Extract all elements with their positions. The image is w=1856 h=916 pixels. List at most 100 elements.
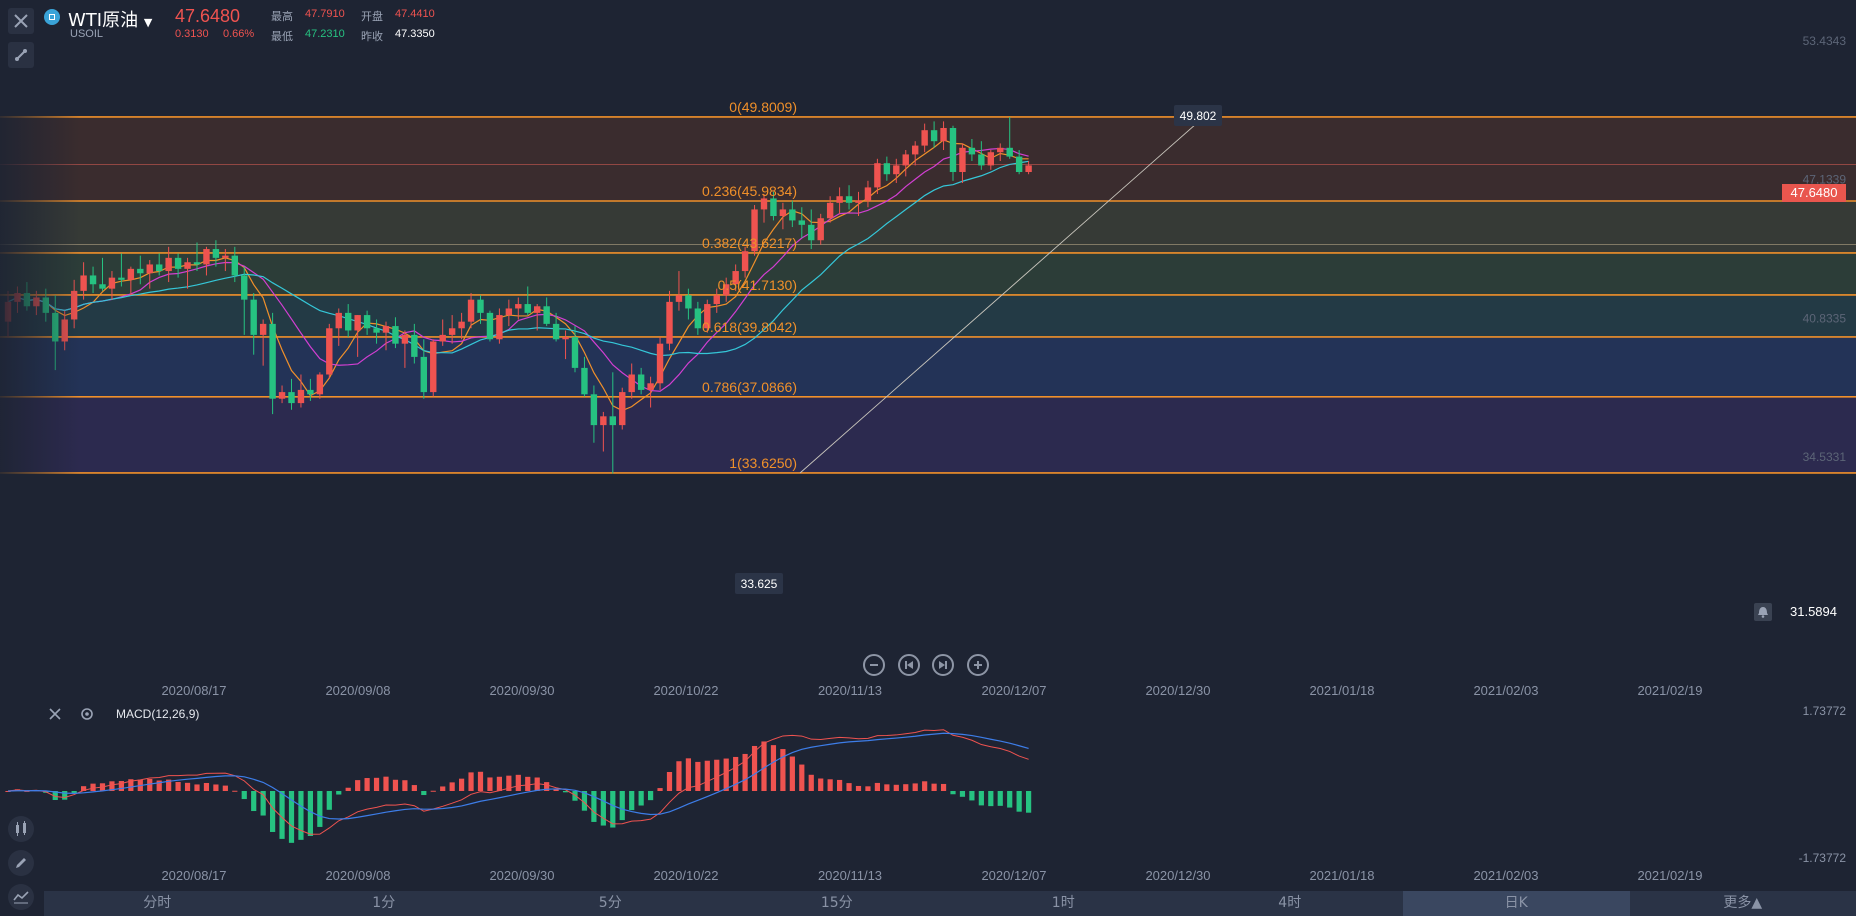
macd-histogram-bar bbox=[676, 761, 682, 791]
chart-type-button[interactable] bbox=[8, 884, 34, 910]
timeframe-tab[interactable]: 1时 bbox=[1051, 895, 1075, 911]
high-tag: 49.802 bbox=[1174, 105, 1222, 126]
candle-body bbox=[505, 308, 513, 316]
macd-histogram-bar bbox=[761, 741, 767, 791]
open-label: 开盘 bbox=[361, 10, 383, 23]
macd-histogram-bar bbox=[392, 779, 399, 791]
macd-top-tick: 1.73772 bbox=[1803, 704, 1847, 718]
candle bbox=[609, 372, 616, 474]
candle-body bbox=[430, 341, 437, 393]
candle bbox=[723, 277, 730, 302]
draw-pen-button[interactable] bbox=[8, 850, 34, 876]
macd-histogram-bar bbox=[468, 772, 474, 791]
macd-histogram-bar bbox=[251, 791, 257, 812]
candle-body bbox=[845, 196, 853, 203]
macd-histogram-bar bbox=[459, 778, 465, 791]
fibonacci-labels: 0(49.8009) 0.236(45.9834) 0.382(43.6217) 0.… bbox=[702, 99, 1222, 594]
macd-bottom-tick: -1.73772 bbox=[1799, 851, 1847, 865]
candle-body bbox=[590, 394, 598, 426]
macd-histogram-bar bbox=[203, 782, 210, 791]
candle-body bbox=[552, 323, 560, 340]
low-value: 47.2310 bbox=[305, 28, 345, 40]
candle-body bbox=[307, 389, 314, 395]
macd-close-button[interactable] bbox=[48, 707, 62, 726]
macd-panel: 1.73772 -1.73772 bbox=[5, 704, 1846, 865]
macd-histogram-bar bbox=[922, 781, 928, 791]
fib-level-label: 0.786(37.0866) bbox=[702, 379, 797, 395]
candle-body bbox=[826, 202, 834, 219]
timeframe-tab[interactable]: 日K bbox=[1403, 891, 1630, 916]
low-tag-bg bbox=[735, 573, 783, 594]
candle bbox=[836, 187, 843, 214]
candle bbox=[288, 378, 295, 410]
left-fade-overlay bbox=[0, 60, 80, 570]
candle bbox=[978, 141, 985, 170]
candle-body bbox=[193, 262, 201, 265]
close-chart-button[interactable] bbox=[8, 8, 34, 34]
macd-histogram-bar bbox=[884, 784, 890, 791]
macd-histogram-bar bbox=[402, 780, 408, 791]
candle-body bbox=[241, 275, 248, 300]
macd-histogram-bar bbox=[846, 783, 852, 791]
macd-histogram-bar bbox=[147, 778, 153, 791]
macd-histogram-bar bbox=[855, 785, 862, 791]
timeframe-tab[interactable]: 分时 bbox=[143, 895, 172, 911]
candle bbox=[562, 330, 569, 360]
candle bbox=[118, 253, 125, 287]
macd-histogram-bar bbox=[525, 776, 531, 791]
date-tick: 2021/01/18 bbox=[1309, 868, 1374, 883]
macd-settings-button[interactable] bbox=[80, 707, 94, 726]
timeframe-tab[interactable]: 更多▲ bbox=[1723, 895, 1763, 911]
trend-line[interactable] bbox=[799, 116, 1205, 474]
date-tick: 2021/01/18 bbox=[1309, 683, 1374, 698]
macd-histogram-bar bbox=[600, 791, 606, 826]
alert-button[interactable] bbox=[1754, 603, 1772, 621]
close-icon bbox=[49, 708, 61, 720]
candle-body bbox=[619, 392, 626, 426]
candle bbox=[382, 321, 390, 351]
high-label: 最高 bbox=[271, 10, 293, 23]
candle bbox=[89, 266, 97, 294]
macd-histogram-bar bbox=[770, 745, 777, 791]
candle-body bbox=[836, 196, 843, 203]
candle-body bbox=[864, 187, 872, 201]
candle bbox=[883, 156, 891, 181]
indicator-tool-button[interactable] bbox=[8, 816, 34, 842]
draw-tool-button[interactable] bbox=[8, 42, 34, 68]
open-value: 47.4410 bbox=[395, 8, 435, 20]
date-tick: 2020/09/30 bbox=[489, 683, 554, 698]
macd-histogram-bar bbox=[534, 777, 540, 791]
candle-body bbox=[212, 249, 220, 258]
candle-body bbox=[704, 304, 711, 329]
candle-body bbox=[779, 209, 787, 217]
symbol-name[interactable]: WTI原油 ▼ bbox=[68, 10, 153, 31]
timeframe-tab[interactable]: 15分 bbox=[820, 895, 853, 911]
macd-histogram-bar bbox=[619, 791, 625, 821]
candle bbox=[855, 191, 862, 217]
candle-body bbox=[524, 304, 531, 313]
candle-body bbox=[99, 284, 106, 289]
candle bbox=[997, 143, 1004, 162]
timeframe-tab[interactable]: 5分 bbox=[598, 895, 622, 911]
candle bbox=[1006, 116, 1013, 159]
macd-histogram-bar bbox=[789, 756, 795, 791]
timeframe-tab[interactable]: 1分 bbox=[372, 895, 396, 911]
timeframe-tab[interactable]: 4时 bbox=[1278, 895, 1302, 911]
candle bbox=[231, 246, 238, 283]
macd-histogram-bar bbox=[440, 786, 446, 791]
fibonacci-retracement[interactable] bbox=[0, 116, 1856, 474]
date-tick: 2020/10/22 bbox=[653, 868, 718, 883]
zoom-in-button[interactable] bbox=[967, 654, 989, 676]
date-tick: 2020/11/13 bbox=[818, 683, 882, 698]
macd-histogram-bar bbox=[733, 756, 739, 791]
scroll-start-button[interactable] bbox=[898, 654, 920, 676]
current-price-tag: 47.6480 bbox=[1782, 184, 1846, 202]
candle-body bbox=[316, 374, 324, 395]
scroll-end-button[interactable] bbox=[932, 654, 954, 676]
candle bbox=[864, 180, 872, 208]
date-tick: 2020/12/30 bbox=[1145, 683, 1210, 698]
candle bbox=[448, 315, 456, 344]
zoom-out-button[interactable] bbox=[863, 654, 885, 676]
macd-histogram-bar bbox=[487, 777, 493, 791]
